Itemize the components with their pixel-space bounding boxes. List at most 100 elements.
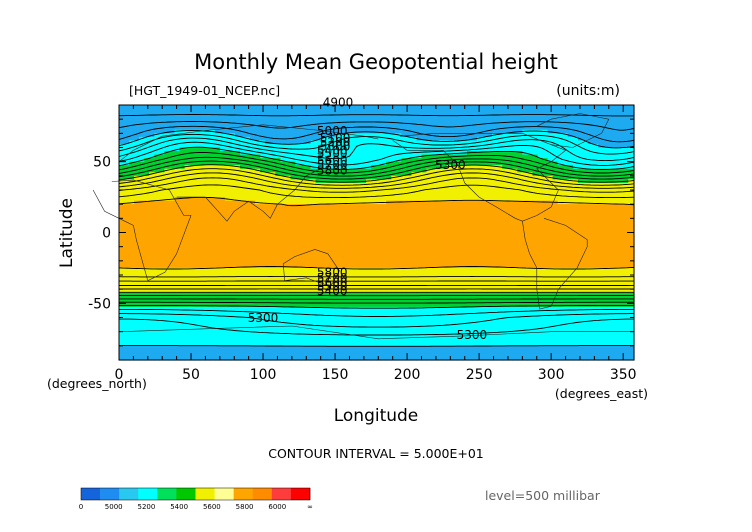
field-cell bbox=[567, 147, 574, 152]
field-cell bbox=[401, 136, 407, 142]
field-cell bbox=[250, 193, 256, 198]
field-cell bbox=[487, 271, 493, 276]
field-cell bbox=[214, 246, 221, 251]
field-cell bbox=[325, 168, 332, 173]
field-cell bbox=[623, 218, 629, 223]
field-cell bbox=[335, 264, 342, 269]
field-cell bbox=[401, 126, 407, 131]
field-cell bbox=[219, 246, 226, 251]
field-cell bbox=[401, 207, 407, 212]
field-cell bbox=[471, 168, 478, 173]
field-cell bbox=[471, 228, 478, 234]
field-cell bbox=[189, 168, 196, 173]
field-cell bbox=[129, 161, 135, 166]
field-cell bbox=[532, 126, 539, 131]
field-cell bbox=[149, 112, 155, 117]
field-cell bbox=[260, 253, 266, 258]
field-cell bbox=[199, 165, 206, 170]
field-cell bbox=[482, 105, 488, 110]
field-cell bbox=[391, 200, 397, 205]
field-cell bbox=[199, 243, 206, 248]
field-cell bbox=[255, 275, 261, 280]
field-cell bbox=[492, 211, 498, 216]
field-cell bbox=[234, 243, 241, 248]
field-cell bbox=[527, 165, 534, 170]
field-cell bbox=[592, 207, 599, 212]
field-cell bbox=[451, 257, 458, 262]
field-cell bbox=[330, 179, 337, 184]
field-cell bbox=[608, 112, 614, 117]
field-cell bbox=[129, 239, 135, 244]
field-cell bbox=[234, 193, 241, 198]
field-cell bbox=[194, 257, 201, 262]
field-cell bbox=[184, 122, 191, 127]
field-cell bbox=[355, 236, 362, 241]
field-cell bbox=[497, 112, 503, 117]
field-cell bbox=[270, 207, 276, 212]
field-cell bbox=[330, 246, 337, 251]
field-cell bbox=[512, 211, 518, 216]
field-cell bbox=[507, 267, 513, 273]
field-cell bbox=[154, 204, 160, 209]
field-cell bbox=[144, 207, 150, 212]
field-cell bbox=[371, 154, 377, 159]
field-cell bbox=[330, 211, 337, 216]
field-cell bbox=[618, 122, 624, 127]
field-cell bbox=[532, 236, 539, 241]
field-cell bbox=[265, 105, 271, 110]
field-cell bbox=[391, 140, 397, 145]
field-cell bbox=[330, 232, 337, 237]
field-cell bbox=[209, 214, 216, 219]
field-cell bbox=[119, 140, 125, 145]
field-cell bbox=[613, 143, 619, 149]
field-cell bbox=[184, 115, 191, 120]
field-cell bbox=[159, 190, 165, 195]
field-cell bbox=[577, 147, 584, 152]
field-cell bbox=[502, 136, 508, 142]
field-cell bbox=[608, 267, 614, 273]
field-cell bbox=[310, 186, 317, 191]
field-cell bbox=[255, 257, 261, 262]
field-cell bbox=[260, 140, 266, 145]
field-cell bbox=[396, 108, 402, 113]
field-cell bbox=[482, 186, 488, 191]
field-cell bbox=[426, 257, 433, 262]
field-cell bbox=[552, 190, 559, 195]
field-cell bbox=[461, 232, 468, 237]
field-cell bbox=[361, 158, 367, 163]
field-cell bbox=[547, 253, 554, 258]
field-cell bbox=[502, 200, 508, 205]
field-cell bbox=[229, 115, 236, 120]
field-cell bbox=[527, 151, 534, 156]
field-cell bbox=[557, 197, 564, 202]
field-cell bbox=[436, 204, 443, 209]
field-cell bbox=[320, 218, 327, 223]
field-cell bbox=[401, 211, 407, 216]
field-cell bbox=[446, 193, 453, 198]
field-cell bbox=[456, 257, 463, 262]
field-cell bbox=[350, 197, 357, 202]
field-cell bbox=[502, 211, 508, 216]
field-cell bbox=[345, 105, 352, 110]
field-cell bbox=[124, 236, 130, 241]
field-cell bbox=[149, 140, 155, 145]
field-cell bbox=[234, 186, 241, 191]
field-cell bbox=[492, 271, 498, 276]
field-cell bbox=[497, 239, 503, 244]
field-cell bbox=[124, 207, 130, 212]
field-cell bbox=[189, 214, 196, 219]
field-cell bbox=[124, 112, 130, 117]
field-cell bbox=[179, 218, 186, 223]
field-cell bbox=[542, 267, 549, 273]
field-cell bbox=[194, 175, 201, 180]
field-cell bbox=[371, 179, 377, 184]
field-cell bbox=[124, 172, 130, 177]
field-cell bbox=[587, 204, 594, 209]
field-cell bbox=[497, 143, 503, 149]
field-cell bbox=[340, 239, 347, 244]
field-cell bbox=[240, 140, 246, 145]
field-cell bbox=[325, 119, 332, 124]
field-cell bbox=[204, 172, 211, 177]
field-cell bbox=[245, 112, 251, 117]
field-cell bbox=[209, 218, 216, 223]
